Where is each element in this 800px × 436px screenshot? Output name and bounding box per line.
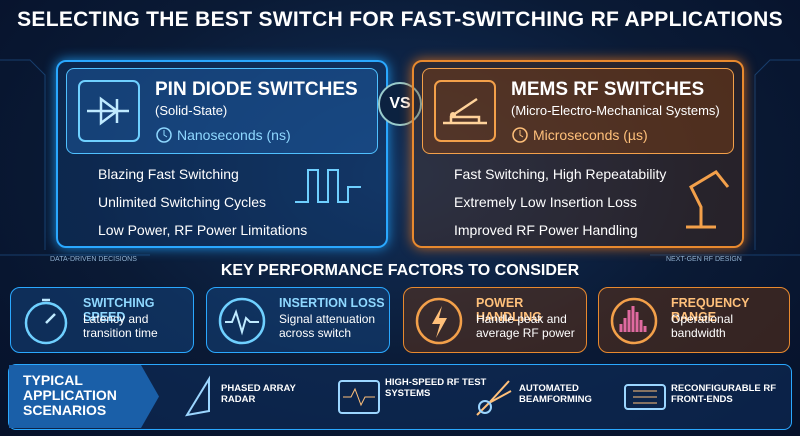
mems-panel: MEMS RF SWITCHES (Micro-Electro-Mechanic… (412, 60, 744, 248)
mems-icon (434, 80, 496, 142)
feature: Low Power, RF Power Limitations (98, 222, 308, 238)
factor-title: INSERTION LOSS (279, 296, 385, 310)
beamforming-icon (476, 380, 512, 416)
factors-heading: KEY PERFORMANCE FACTORS TO CONSIDER (220, 262, 580, 279)
feature: Extremely Low Insertion Loss (454, 194, 637, 210)
speed: Nanoseconds (ns) (177, 127, 291, 143)
application: HIGH-SPEED RF TEST SYSTEMS (385, 377, 487, 399)
speed: Microseconds (µs) (533, 127, 648, 143)
panel-subtitle: (Solid-State) (155, 103, 228, 118)
waveform-icon (295, 169, 361, 203)
application: RECONFIGURABLE RF FRONT-ENDS (671, 383, 777, 405)
factor-card: SWITCHING SPEED Latency and transition t… (10, 287, 194, 353)
side-label: NEXT-GEN RF DESIGN (666, 256, 742, 263)
applications-strip: TYPICAL APPLICATION SCENARIOS PHASED ARR… (8, 364, 792, 430)
factor-description: Signal attenuation across switch (279, 312, 376, 340)
factor-description: Handle peak and average RF power (476, 312, 575, 340)
mems-header: MEMS RF SWITCHES (Micro-Electro-Mechanic… (422, 68, 734, 154)
feature: Blazing Fast Switching (98, 166, 239, 182)
spectrum-icon (610, 297, 658, 345)
signal-icon (218, 297, 266, 345)
vs-badge: VS (378, 82, 422, 126)
application: AUTOMATED BEAMFORMING (519, 383, 592, 405)
heading-text: TYPICAL APPLICATION SCENARIOS (23, 372, 117, 418)
pin-panel: PIN DIODE SWITCHES (Solid-State) Nanosec… (56, 60, 388, 248)
robot-arm-icon (686, 170, 730, 229)
radar-icon (184, 375, 210, 417)
front-end-icon (624, 384, 666, 410)
applications-heading: TYPICAL APPLICATION SCENARIOS (9, 365, 159, 428)
power-icon (415, 297, 463, 345)
test-system-icon (338, 380, 380, 414)
factor-description: Operational bandwidth (671, 312, 734, 340)
factor-title: FREQUENCY RANGE (671, 296, 750, 324)
side-label: DATA-DRIVEN DECISIONS (50, 256, 137, 263)
clock-icon (512, 127, 528, 143)
page-title: SELECTING THE BEST SWITCH FOR FAST-SWITC… (17, 8, 783, 31)
factor-description: Latency and transition time (83, 312, 158, 340)
clock-icon (156, 127, 172, 143)
panel-subtitle: (Micro-Electro-Mechanical Systems) (511, 103, 720, 118)
feature: Unlimited Switching Cycles (98, 194, 267, 210)
factor-card: FREQUENCY RANGE Operational bandwidth (598, 287, 790, 353)
pin-header: PIN DIODE SWITCHES (Solid-State) Nanosec… (66, 68, 378, 154)
factor-card: POWER HANDLING Handle peak and average R… (403, 287, 587, 353)
factor-title: SWITCHING SPEED (83, 296, 155, 324)
feature: Fast Switching, High Repeatability (454, 166, 667, 182)
feature: Improved RF Power Handling (454, 222, 638, 238)
factor-title: POWER HANDLING (476, 296, 542, 324)
factor-card: INSERTION LOSS Signal attenuation across… (206, 287, 390, 353)
panel-title: PIN DIODE SWITCHES (155, 79, 358, 100)
panel-title: MEMS RF SWITCHES (511, 79, 705, 100)
stopwatch-icon (24, 298, 68, 345)
application: PHASED ARRAY RADAR (221, 383, 296, 405)
diode-icon (78, 80, 140, 142)
